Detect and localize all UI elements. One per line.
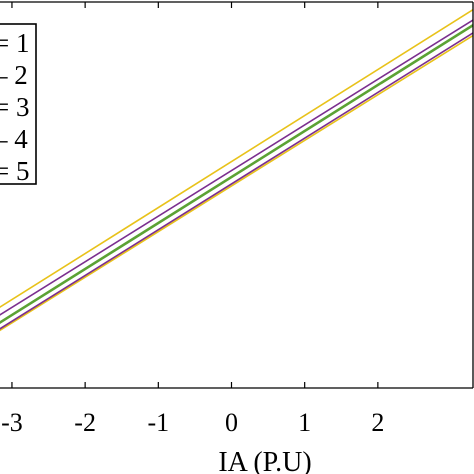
x-tick-label: -2 [74,408,96,437]
x-tick-label: 1 [298,408,311,437]
x-axis-label: IA (P.U) [218,447,311,474]
x-tick-label: -1 [147,408,169,437]
x-tick-label: 0 [225,408,238,437]
series-line-1 [0,9,473,309]
legend-box [0,23,37,185]
series-line-5 [0,24,473,325]
legend-entry-1: = 1 [0,28,29,58]
legend: = 1– 2= 3– 4= 5 [0,23,37,186]
legend-entry-4: – 4 [0,124,28,154]
series-line-3 [0,19,473,316]
x-tick-label: 2 [371,408,384,437]
legend-entry-5: = 5 [0,156,29,186]
axes: -3 -2 -1 0 1 2 [0,1,474,437]
series-line-2 [0,34,473,332]
series-line-4 [0,32,473,330]
legend-entry-2: – 2 [0,60,28,90]
x-tick-label: -3 [1,408,23,437]
series-lines [0,9,473,332]
legend-entry-3: = 3 [0,92,29,122]
